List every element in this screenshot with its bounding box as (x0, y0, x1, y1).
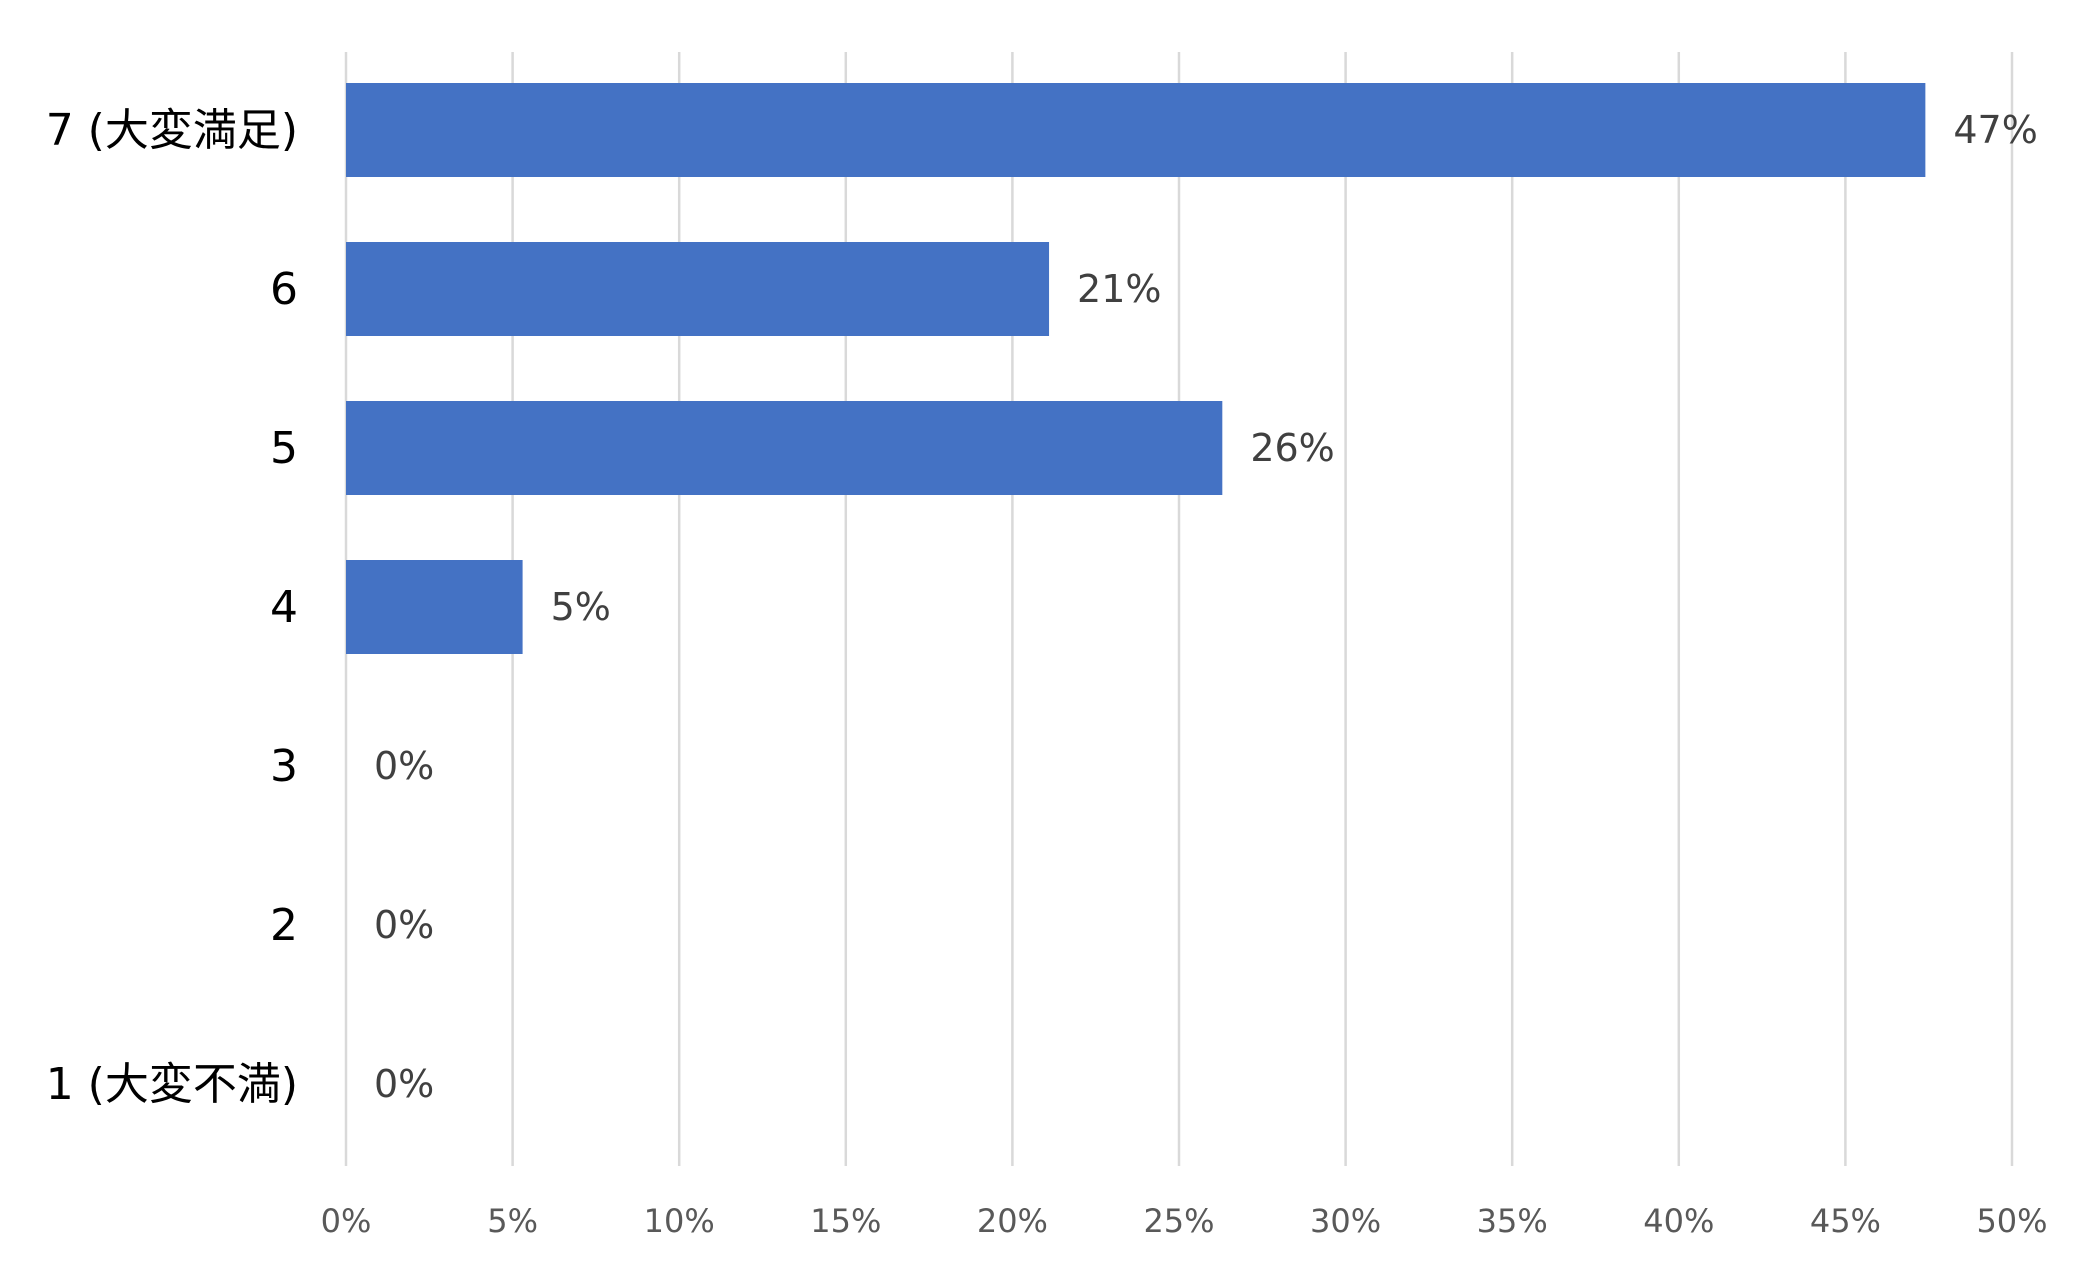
x-axis-tick-labels: 0% 5% 10% 15% 20% 25% 30% 35% 40% 45% 50% (321, 1202, 2048, 1240)
x-tick-label: 25% (1143, 1202, 1214, 1240)
x-tick-label: 50% (1976, 1202, 2047, 1240)
category-label: 3 (270, 741, 298, 792)
bar (346, 401, 1223, 495)
x-tick-label: 10% (644, 1202, 715, 1240)
data-label: 0% (374, 744, 434, 788)
category-label: 5 (270, 423, 298, 474)
data-label: 26% (1250, 426, 1334, 470)
data-label: 47% (1953, 108, 2037, 152)
data-label: 21% (1077, 267, 1161, 311)
data-labels: 47% 21% 26% 5% 0% 0% 0% (374, 108, 2038, 1106)
data-label: 0% (374, 1062, 434, 1106)
category-label: 6 (270, 264, 298, 315)
x-tick-label: 0% (321, 1202, 372, 1240)
gridlines (344, 52, 2014, 1166)
x-tick-label: 15% (810, 1202, 881, 1240)
bars (346, 83, 1926, 654)
category-label: 4 (270, 582, 298, 633)
x-tick-label: 35% (1477, 1202, 1548, 1240)
bar (346, 560, 523, 654)
bar (346, 83, 1926, 177)
x-tick-label: 20% (977, 1202, 1048, 1240)
category-label: 2 (270, 900, 298, 951)
data-label: 0% (374, 903, 434, 947)
category-label: 1 (大変不満) (46, 1059, 298, 1110)
x-tick-label: 30% (1310, 1202, 1381, 1240)
x-tick-label: 40% (1643, 1202, 1714, 1240)
category-labels: 7 (大変満足) 6 5 4 3 2 1 (大変不満) (46, 105, 298, 1110)
x-tick-label: 45% (1810, 1202, 1881, 1240)
bar (346, 242, 1050, 336)
category-label: 7 (大変満足) (46, 105, 298, 156)
x-tick-label: 5% (487, 1202, 538, 1240)
data-label: 5% (551, 585, 611, 629)
